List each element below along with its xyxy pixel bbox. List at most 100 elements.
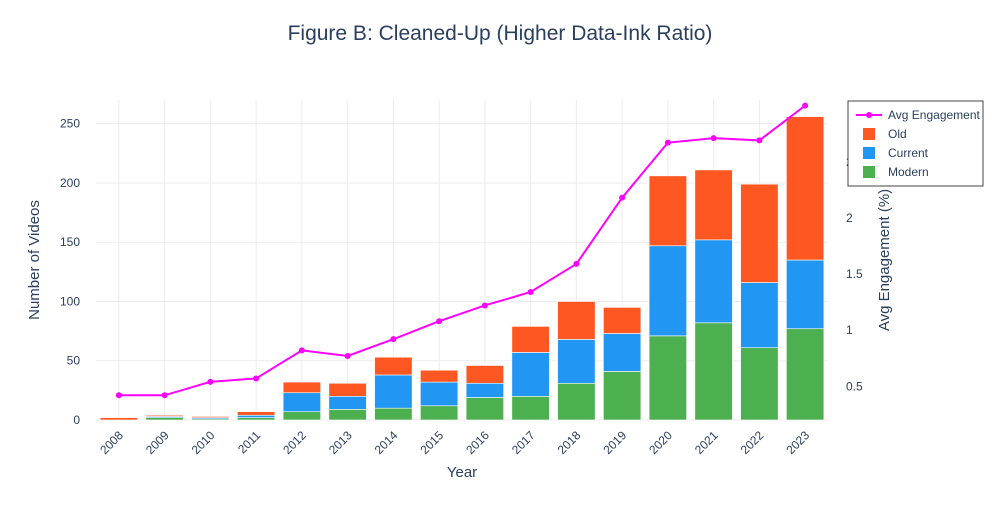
bar-modern-2014[interactable] — [374, 407, 413, 421]
x-axis-title: Year — [447, 464, 477, 481]
avg-engagement-point-2010[interactable] — [207, 378, 214, 385]
y-axis-title: Number of Videos — [26, 200, 43, 320]
bar-modern-2021[interactable] — [694, 322, 733, 421]
line-layer — [115, 102, 809, 399]
avg-engagement-point-2022[interactable] — [756, 137, 763, 144]
bar-old-2011[interactable] — [237, 411, 276, 416]
bar-current-2023[interactable] — [786, 259, 825, 330]
x-tick-label: 2011 — [235, 428, 263, 456]
bar-old-2020[interactable] — [648, 175, 687, 247]
bar-old-2014[interactable] — [374, 356, 413, 376]
x-tick-label: 2018 — [555, 428, 584, 457]
y2-tick-label: 2 — [846, 211, 853, 225]
x-tick-label: 2008 — [97, 428, 126, 457]
bar-old-2021[interactable] — [694, 169, 733, 241]
bar-current-2021[interactable] — [694, 239, 733, 324]
bar-current-2012[interactable] — [282, 392, 321, 413]
y-tick-label: 250 — [60, 117, 80, 131]
x-tick-label: 2010 — [189, 428, 218, 457]
x-tick-label: 2009 — [143, 428, 172, 457]
bar-old-2009[interactable] — [145, 414, 184, 417]
bar-current-2016[interactable] — [465, 382, 504, 398]
chart-title: Figure B: Cleaned-Up (Higher Data-Ink Ra… — [288, 22, 713, 45]
bar-modern-2012[interactable] — [282, 411, 321, 421]
y2-tick-label: 1 — [846, 323, 853, 337]
bar-old-2018[interactable] — [557, 301, 596, 340]
bar-old-2017[interactable] — [511, 326, 550, 353]
avg-engagement-line[interactable] — [118, 104, 806, 397]
bar-modern-2016[interactable] — [465, 397, 504, 421]
y-tick-label: 50 — [67, 354, 81, 368]
bar-current-2017[interactable] — [511, 352, 550, 397]
legend-swatch-current — [863, 147, 875, 159]
x-tick-label: 2019 — [600, 428, 629, 457]
bar-old-2019[interactable] — [603, 307, 642, 334]
x-tick-label: 2013 — [326, 428, 355, 457]
bar-modern-2009[interactable] — [145, 417, 184, 421]
bar-modern-2020[interactable] — [648, 335, 687, 421]
avg-engagement-point-2021[interactable] — [710, 135, 717, 142]
y-tick-label: 150 — [60, 235, 80, 249]
bar-old-2016[interactable] — [465, 365, 504, 384]
x-tick-label: 2016 — [463, 428, 492, 457]
avg-engagement-point-2014[interactable] — [390, 336, 397, 343]
y2-tick-label: 0.5 — [846, 379, 863, 393]
avg-engagement-point-2019[interactable] — [619, 194, 626, 201]
bar-current-2018[interactable] — [557, 339, 596, 384]
bar-old-2015[interactable] — [420, 369, 459, 383]
y2-tick-label: 1.5 — [846, 267, 863, 281]
x-tick-label: 2015 — [417, 428, 446, 457]
bar-modern-2022[interactable] — [740, 347, 779, 421]
bar-current-2015[interactable] — [420, 381, 459, 407]
avg-engagement-point-2012[interactable] — [298, 347, 305, 354]
bar-current-2011[interactable] — [237, 414, 276, 418]
avg-engagement-point-2020[interactable] — [664, 139, 671, 146]
y-tick-label: 100 — [60, 294, 80, 308]
bar-modern-2011[interactable] — [237, 417, 276, 421]
bar-old-2008[interactable] — [99, 417, 138, 421]
legend-label-old[interactable]: Old — [888, 127, 907, 141]
avg-engagement-point-2015[interactable] — [436, 318, 443, 325]
bar-modern-2017[interactable] — [511, 395, 550, 421]
avg-engagement-point-2009[interactable] — [161, 392, 168, 399]
bar-current-2020[interactable] — [648, 245, 687, 337]
avg-engagement-point-2018[interactable] — [573, 260, 580, 267]
bar-modern-2019[interactable] — [603, 371, 642, 421]
legend-label-avg-engagement[interactable]: Avg Engagement — [888, 108, 981, 122]
bar-current-2013[interactable] — [328, 395, 367, 410]
legend-swatch-modern — [863, 166, 875, 178]
x-tick-label: 2014 — [372, 428, 401, 457]
avg-engagement-point-2017[interactable] — [527, 289, 534, 295]
y-tick-label: 0 — [73, 413, 80, 427]
legend[interactable]: Avg Engagement Old Current Modern — [847, 100, 984, 187]
bar-old-2022[interactable] — [740, 183, 779, 283]
x-tick-label: 2022 — [738, 428, 767, 457]
bar-modern-2015[interactable] — [420, 405, 459, 421]
bar-modern-2013[interactable] — [328, 409, 367, 421]
legend-label-modern[interactable]: Modern — [888, 165, 929, 179]
y-tick-label: 200 — [60, 176, 80, 190]
legend-swatch-old — [863, 128, 875, 140]
bar-current-2014[interactable] — [374, 374, 413, 409]
bar-modern-2023[interactable] — [786, 328, 825, 421]
legend-line-marker — [866, 112, 872, 118]
bar-old-2010[interactable] — [191, 416, 230, 418]
x-tick-label: 2021 — [692, 428, 721, 457]
bar-old-2012[interactable] — [282, 381, 321, 394]
avg-engagement-point-2011[interactable] — [253, 375, 260, 382]
bar-old-2013[interactable] — [328, 382, 367, 397]
y2-axis-title: Avg Engagement (%) — [876, 189, 893, 331]
bar-modern-2018[interactable] — [557, 382, 596, 421]
avg-engagement-point-2008[interactable] — [115, 392, 122, 399]
avg-engagement-point-2013[interactable] — [344, 353, 351, 359]
x-tick-label: 2023 — [783, 428, 812, 457]
bars-layer — [99, 116, 825, 421]
avg-engagement-point-2023[interactable] — [802, 102, 809, 109]
bar-current-2019[interactable] — [603, 333, 642, 372]
avg-engagement-point-2016[interactable] — [481, 302, 488, 309]
bar-current-2022[interactable] — [740, 282, 779, 349]
bar-old-2023[interactable] — [786, 116, 825, 261]
legend-label-current[interactable]: Current — [888, 146, 929, 160]
